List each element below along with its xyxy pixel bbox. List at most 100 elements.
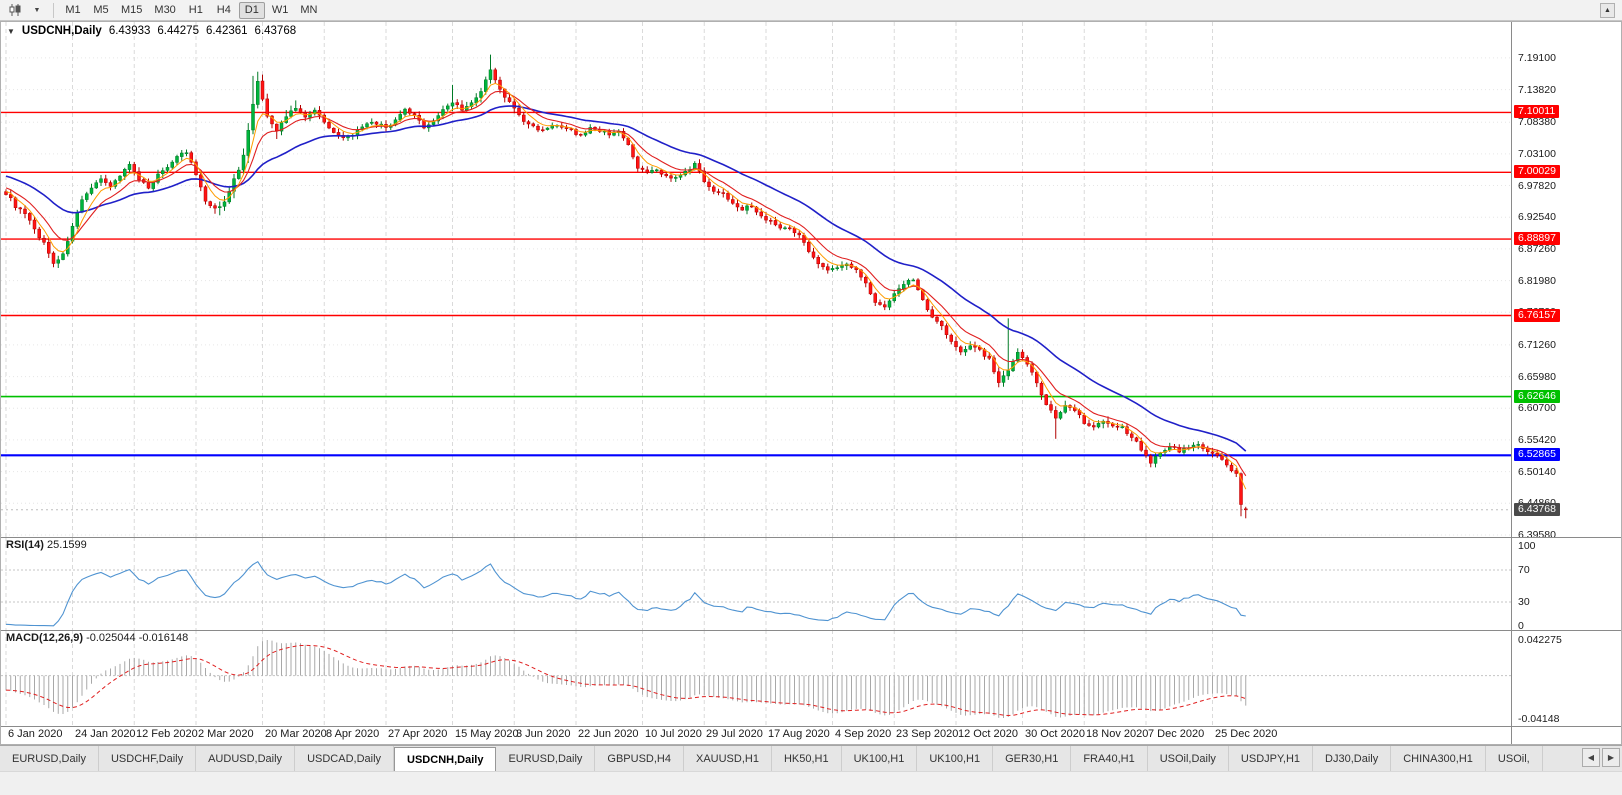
price-tick-label: 6.55420 [1518, 434, 1556, 446]
hline-price-badge: 7.10011 [1514, 105, 1560, 118]
price-tick-label: 6.65980 [1518, 371, 1556, 383]
rsi-canvas[interactable] [1, 537, 1511, 630]
price-tick-label: 6.39580 [1518, 529, 1556, 541]
chart-tab-4-usdcnhdaily[interactable]: USDCNH,Daily [394, 747, 497, 771]
date-label: 25 Dec 2020 [1215, 728, 1278, 740]
chart-tab-5-eurusddaily[interactable]: EURUSD,Daily [496, 746, 596, 771]
toolbar-overflow-button[interactable]: ▲ [1600, 2, 1615, 18]
date-label: 4 Sep 2020 [835, 728, 892, 740]
tab-scrollers: ◀ ▶ [1582, 748, 1620, 767]
price-tick-label: 6.71260 [1518, 339, 1556, 351]
date-label: 18 Nov 2020 [1086, 728, 1149, 740]
current-price-badge: 6.43768 [1514, 503, 1560, 516]
price-tick-label: 7.03100 [1518, 148, 1556, 160]
price-axis[interactable]: 7.19100 7.13820 7.08380 7.03100 6.97820 6.925… [1511, 22, 1621, 744]
chart-tab-13-usoildaily[interactable]: USOil,Daily [1148, 746, 1229, 771]
hline-price-badge: 7.00029 [1514, 165, 1560, 178]
chart-tab-8-hk50h1[interactable]: HK50,H1 [772, 746, 842, 771]
date-label: 10 Jul 2020 [645, 728, 702, 740]
chart-header: ▼ USDCNH,Daily 6.43933 6.44275 6.42361 6… [7, 25, 296, 37]
macd-label: MACD(12,26,9) -0.025044 -0.016148 [6, 632, 188, 644]
toolbar-separator [53, 2, 54, 18]
chart-tab-17-usoil[interactable]: USOil, [1486, 746, 1543, 771]
date-label: 22 Jun 2020 [578, 728, 639, 740]
macd-axis-bottom-label: -0.04148 [1518, 713, 1560, 725]
tab-scroll-left-button[interactable]: ◀ [1582, 748, 1600, 767]
chart-tab-10-uk100h1[interactable]: UK100,H1 [917, 746, 994, 771]
timeframe-button-d1[interactable]: D1 [238, 1, 265, 19]
date-label: 23 Sep 2020 [896, 728, 959, 740]
timeframe-button-m1[interactable]: M1 [65, 4, 81, 16]
timeframe-button-h4[interactable]: H4 [216, 4, 231, 16]
chart-tab-1-usdchfdaily[interactable]: USDCHF,Daily [99, 746, 197, 771]
timeframe-button-w1[interactable]: W1 [271, 4, 289, 16]
toolbar: ▼ M1 M5 M15 M30 H1 H4 D1 W1 MN ▲ [0, 0, 1622, 21]
timeframe-buttons: M1 M5 M15 M30 H1 H4 D1 W1 MN [59, 1, 323, 19]
date-label: 12 Feb 2020 [136, 728, 198, 740]
timeframe-button-m30[interactable]: M30 [154, 4, 176, 16]
date-label: 20 Mar 2020 [265, 728, 327, 740]
arrow-right-icon: ▶ [1607, 753, 1615, 762]
rsi-axis-label: 100 [1518, 540, 1536, 552]
rsi-axis-label: 30 [1518, 596, 1530, 608]
price-tick-label: 7.13820 [1518, 84, 1556, 96]
timeframe-button-mn[interactable]: MN [300, 4, 318, 16]
hline-price-badge: 6.88897 [1514, 232, 1560, 245]
price-tick-label: 6.92540 [1518, 211, 1556, 223]
chart-tab-11-ger30h1[interactable]: GER30,H1 [993, 746, 1072, 771]
chart-type-dropdown[interactable]: ▼ [27, 2, 47, 19]
main-chart[interactable]: ▼ USDCNH,Daily 6.43933 6.44275 6.42361 6… [1, 22, 1511, 537]
main-chart-canvas[interactable] [1, 22, 1511, 537]
macd-signal-value: -0.016148 [138, 632, 189, 644]
chart-tab-16-china300h1[interactable]: CHINA300,H1 [1391, 746, 1486, 771]
hline-price-badge: 6.76157 [1514, 309, 1560, 322]
rsi-value: 25.1599 [46, 539, 87, 551]
price-tick-label: 6.81980 [1518, 275, 1556, 287]
panel-separator[interactable] [1, 537, 1621, 538]
price-tick-label: 6.97820 [1518, 180, 1556, 192]
date-label: 6 Jan 2020 [8, 728, 63, 740]
chart-tab-14-usdjpyh1[interactable]: USDJPY,H1 [1229, 746, 1314, 771]
panel-separator [1, 726, 1621, 727]
chart-tab-0-eurusddaily[interactable]: EURUSD,Daily [0, 746, 99, 771]
date-label: 2 Mar 2020 [198, 728, 254, 740]
macd-canvas[interactable] [1, 630, 1511, 726]
rsi-name: RSI(14) [6, 539, 44, 551]
macd-axis-top-label: 0.042275 [1518, 634, 1562, 646]
date-label: 30 Oct 2020 [1025, 728, 1085, 740]
timeframe-button-m5[interactable]: M5 [93, 4, 109, 16]
chart-tab-15-dj30daily[interactable]: DJ30,Daily [1313, 746, 1392, 771]
chevron-up-icon: ▲ [1604, 6, 1611, 14]
timeframe-button-m15[interactable]: M15 [121, 4, 143, 16]
ohlc-low: 6.42361 [205, 25, 248, 37]
chart-type-icon[interactable] [5, 2, 25, 19]
date-label: 17 Aug 2020 [768, 728, 830, 740]
arrow-left-icon: ◀ [1587, 753, 1595, 762]
date-label: 12 Oct 2020 [958, 728, 1018, 740]
date-label: 15 May 2020 [455, 728, 519, 740]
chart-tab-2-audusddaily[interactable]: AUDUSD,Daily [196, 746, 296, 771]
chart-tab-3-usdcaddaily[interactable]: USDCAD,Daily [295, 746, 395, 771]
chart-tab-9-uk100h1[interactable]: UK100,H1 [842, 746, 918, 771]
panel-separator[interactable] [1, 630, 1621, 631]
candlestick-icon [9, 4, 21, 16]
chart-tab-7-xauusdh1[interactable]: XAUUSD,H1 [684, 746, 772, 771]
macd-main-value: -0.025044 [86, 632, 136, 644]
price-tick-label: 7.19100 [1518, 52, 1556, 64]
ohlc-open: 6.43933 [108, 25, 151, 37]
date-label: 24 Jan 2020 [75, 728, 136, 740]
chart-tab-12-fra40h1[interactable]: FRA40,H1 [1071, 746, 1148, 771]
date-label: 3 Jun 2020 [516, 728, 571, 740]
timeframe-button-h1[interactable]: H1 [188, 4, 203, 16]
rsi-panel[interactable]: RSI(14) 25.1599 [1, 537, 1511, 630]
macd-panel[interactable]: MACD(12,26,9) -0.025044 -0.016148 [1, 630, 1511, 726]
rsi-axis-label: 0 [1518, 620, 1524, 632]
tab-scroll-right-button[interactable]: ▶ [1602, 748, 1620, 767]
price-tick-label: 6.60700 [1518, 402, 1556, 414]
date-label: 29 Jul 2020 [706, 728, 763, 740]
rsi-axis-label: 70 [1518, 564, 1530, 576]
macd-name: MACD(12,26,9) [6, 632, 84, 644]
hline-price-badge: 6.62646 [1514, 390, 1560, 403]
time-axis[interactable]: 6 Jan 2020 24 Jan 2020 12 Feb 2020 2 Mar 20… [1, 726, 1511, 744]
chart-tab-6-gbpusdh4[interactable]: GBPUSD,H4 [595, 746, 684, 771]
